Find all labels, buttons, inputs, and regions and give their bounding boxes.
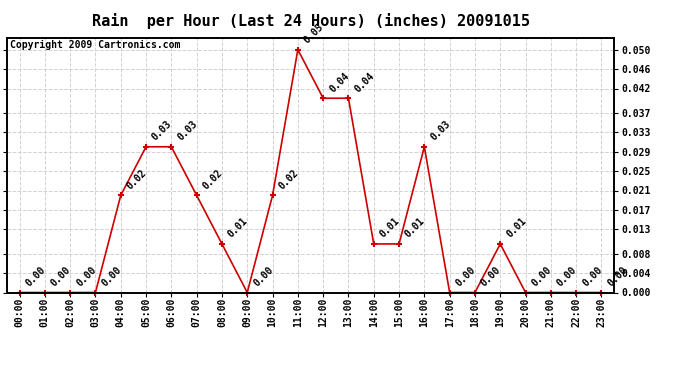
Text: 0.02: 0.02 <box>201 168 224 191</box>
Text: 0.00: 0.00 <box>479 265 503 288</box>
Text: 0.00: 0.00 <box>454 265 477 288</box>
Text: 0.00: 0.00 <box>606 265 629 288</box>
Text: 0.00: 0.00 <box>555 265 579 288</box>
Text: 0.05: 0.05 <box>302 22 326 45</box>
Text: 0.02: 0.02 <box>277 168 300 191</box>
Text: 0.00: 0.00 <box>49 265 72 288</box>
Text: 0.00: 0.00 <box>530 265 553 288</box>
Text: 0.04: 0.04 <box>327 70 351 94</box>
Text: 0.00: 0.00 <box>99 265 124 288</box>
Text: 0.01: 0.01 <box>504 216 528 240</box>
Text: 0.02: 0.02 <box>125 168 148 191</box>
Text: 0.03: 0.03 <box>150 119 174 142</box>
Text: 0.03: 0.03 <box>175 119 199 142</box>
Text: 0.01: 0.01 <box>403 216 427 240</box>
Text: 0.00: 0.00 <box>580 265 604 288</box>
Text: 0.04: 0.04 <box>353 70 376 94</box>
Text: 0.00: 0.00 <box>75 265 98 288</box>
Text: 0.01: 0.01 <box>226 216 250 240</box>
Text: 0.00: 0.00 <box>23 265 48 288</box>
Text: 0.01: 0.01 <box>378 216 402 240</box>
Text: 0.00: 0.00 <box>251 265 275 288</box>
Text: Copyright 2009 Cartronics.com: Copyright 2009 Cartronics.com <box>10 40 180 50</box>
Text: 0.03: 0.03 <box>428 119 452 142</box>
Text: Rain  per Hour (Last 24 Hours) (inches) 20091015: Rain per Hour (Last 24 Hours) (inches) 2… <box>92 13 529 29</box>
